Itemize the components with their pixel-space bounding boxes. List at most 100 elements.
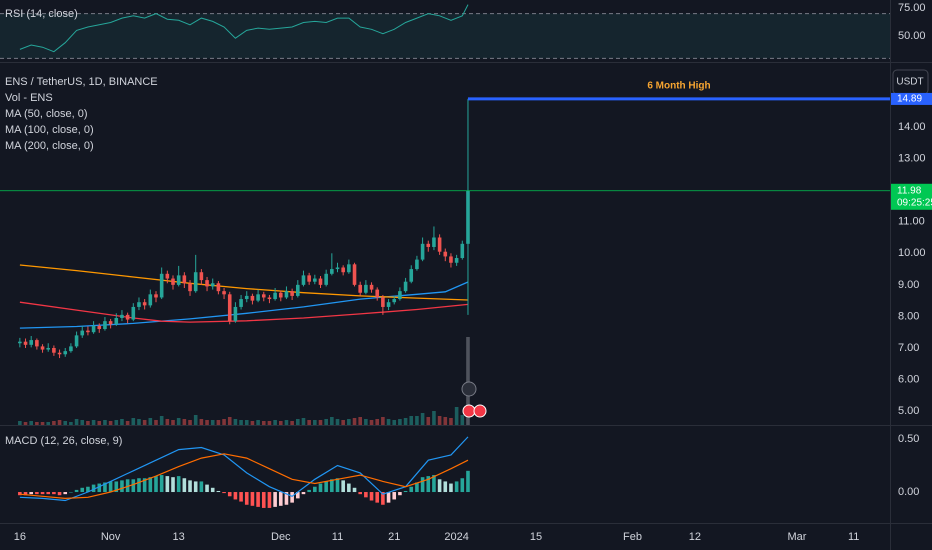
macd-histogram-bar: [307, 489, 311, 493]
y-tick-label: 0.00: [898, 486, 919, 498]
candle-body: [358, 284, 362, 293]
candle-body: [449, 256, 453, 263]
volume-bar: [171, 420, 175, 425]
volume-bar: [273, 420, 277, 425]
macd-histogram-bar: [324, 481, 328, 493]
volume-bar: [449, 418, 453, 425]
macd-histogram-bar: [278, 492, 283, 506]
volume-bar: [239, 420, 243, 425]
candle-body: [188, 283, 192, 292]
y-tick-label: 11.00: [898, 216, 925, 228]
x-tick-label: Dec: [271, 531, 291, 543]
candle-body: [261, 294, 266, 298]
volume-bar: [296, 419, 300, 425]
macd-histogram-bar: [86, 486, 90, 493]
candle-body: [18, 341, 22, 344]
macd-histogram-bar: [142, 478, 147, 493]
macd-histogram-bar: [267, 492, 272, 508]
macd-histogram-bar: [432, 475, 436, 493]
macd-histogram-bar: [188, 480, 192, 493]
candle-body: [97, 325, 102, 330]
macd-histogram-bar: [386, 492, 391, 503]
macd-histogram-bar: [57, 492, 62, 496]
volume-bar: [301, 418, 306, 425]
candle-body: [273, 292, 277, 300]
macd-histogram-bar: [159, 475, 164, 493]
candle-body: [341, 267, 345, 273]
rsi-line: [19, 4, 469, 53]
volume-bar: [86, 421, 90, 425]
event-icon[interactable]: [462, 404, 476, 418]
x-tick-label: Mar: [787, 531, 806, 543]
macd-histogram-bar: [108, 481, 113, 493]
macd-histogram-bar: [137, 478, 141, 493]
macd-histogram-bar: [330, 479, 334, 493]
candle-body: [415, 259, 419, 270]
volume-bar: [330, 417, 334, 425]
volume-bar: [182, 419, 187, 425]
candle-body: [420, 243, 425, 260]
volume-bar: [386, 419, 391, 425]
volume-bar: [205, 420, 209, 425]
macd-histogram-bar: [193, 481, 198, 493]
candle-body: [114, 317, 119, 325]
event-icon[interactable]: [473, 404, 487, 418]
y-tick-label: 9.00: [898, 279, 919, 291]
macd-histogram-bar: [381, 492, 385, 505]
macd-histogram-bar: [154, 476, 158, 493]
volume-bar: [227, 417, 232, 425]
macd-histogram-bar: [375, 492, 380, 503]
macd-histogram-bar: [466, 470, 470, 493]
candle-body: [40, 346, 45, 350]
macd-histogram-bar: [369, 492, 374, 501]
y-tick-label: 8.00: [898, 310, 919, 322]
macd-histogram-bar: [239, 492, 243, 502]
x-tick-label: 11: [332, 531, 343, 543]
y-tick-label: 75.00: [898, 2, 926, 14]
macd-histogram-bar: [437, 479, 442, 493]
macd-histogram-bar: [29, 492, 33, 495]
candle-body: [330, 269, 334, 274]
macd-histogram-bar: [273, 492, 277, 507]
volume-bar: [454, 407, 459, 425]
candle-body: [69, 346, 73, 352]
signal-line: [19, 453, 469, 500]
candle-body: [171, 278, 175, 285]
candle-body: [199, 272, 204, 281]
candle-body: [352, 264, 357, 285]
event-icon[interactable]: [461, 381, 477, 397]
macd-histogram-bar: [415, 482, 419, 493]
volume-bar: [324, 419, 328, 425]
volume-bar: [267, 421, 272, 425]
x-tick-label: 16: [14, 531, 26, 543]
candle-body: [91, 325, 96, 333]
candle-body: [222, 291, 226, 295]
candle-body: [23, 341, 28, 345]
volume-bar: [159, 416, 164, 425]
x-tick-label: 15: [530, 531, 542, 543]
macd-histogram-bar: [392, 492, 397, 500]
last-price-label: 11.98: [897, 185, 922, 196]
volume-bar: [244, 420, 249, 425]
volume-label: Vol - ENS: [5, 92, 53, 104]
volume-bar: [261, 421, 266, 425]
moving-average: [19, 264, 469, 301]
countdown-label: 09:25:25: [897, 197, 932, 208]
volume-bar: [57, 420, 62, 425]
x-tick-label: Feb: [623, 531, 642, 543]
macd-histogram-bar: [460, 478, 465, 493]
volume-bar: [142, 420, 147, 425]
x-tick-label: 2024: [444, 531, 468, 543]
volume-bar: [91, 420, 96, 425]
volume-bar: [210, 420, 215, 425]
volume-bar: [358, 417, 362, 425]
macd-histogram-bar: [284, 492, 289, 505]
macd-histogram-bar: [420, 477, 425, 493]
candle-body: [142, 302, 147, 306]
macd-histogram-bar: [210, 487, 215, 493]
macd-histogram-bar: [114, 481, 119, 493]
volume-bar: [52, 421, 56, 425]
volume-bar: [432, 411, 436, 425]
